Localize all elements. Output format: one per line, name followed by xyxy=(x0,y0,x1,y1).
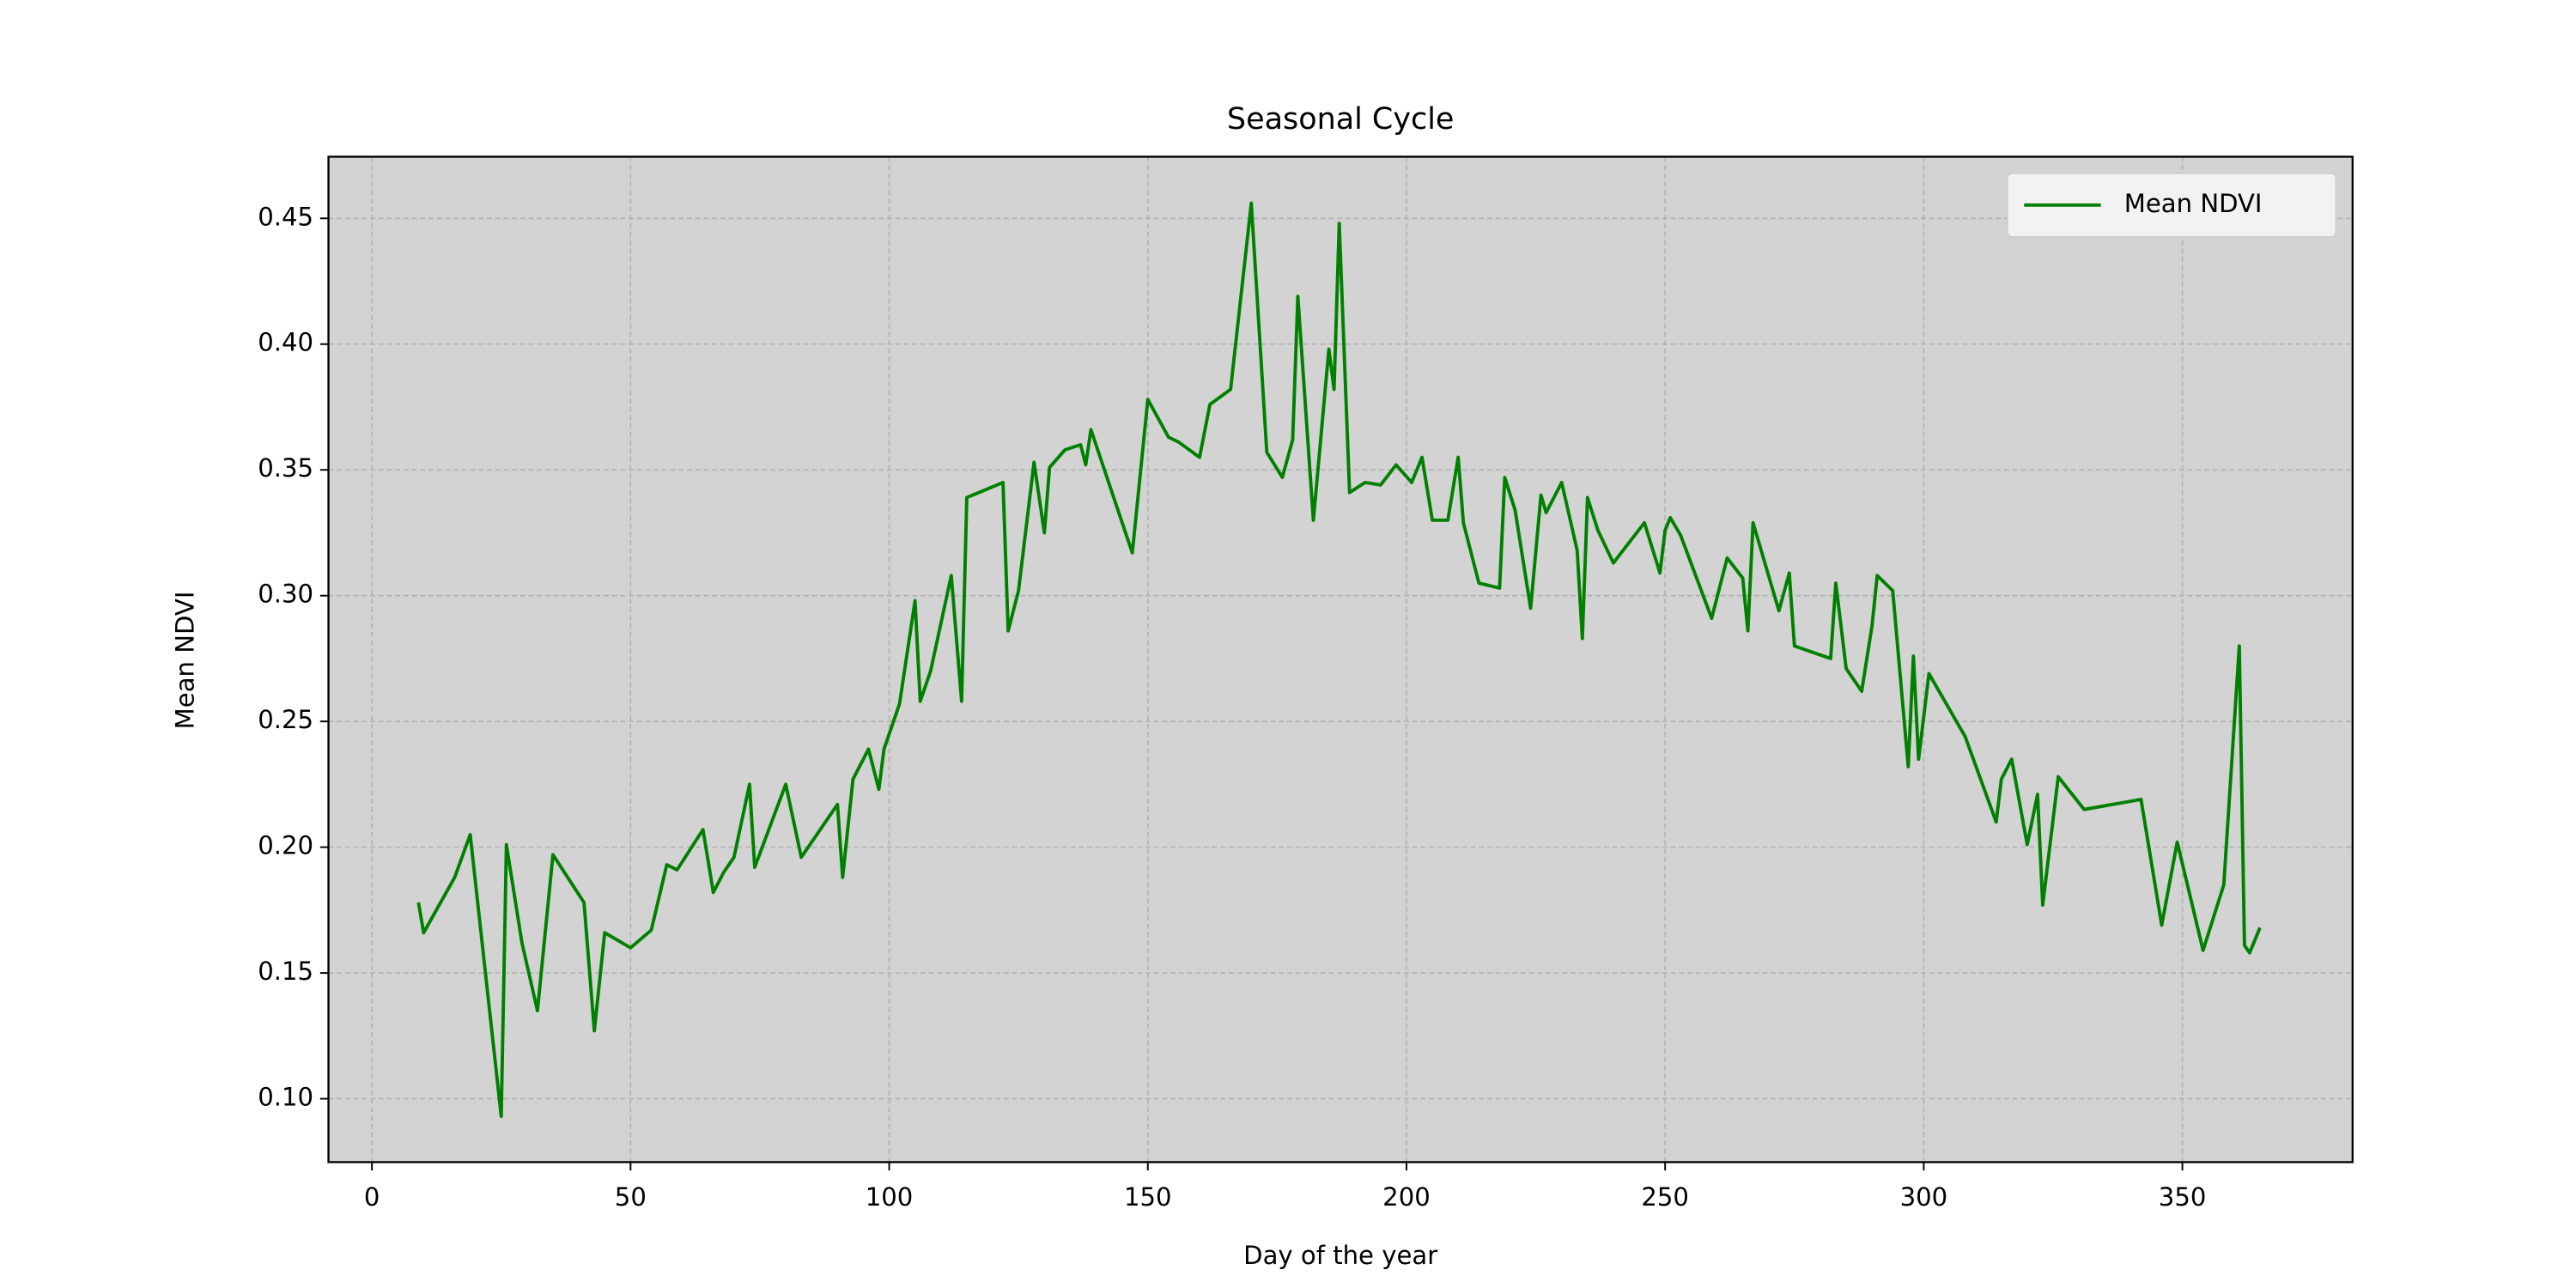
y-axis-label: Mean NDVI xyxy=(170,592,199,730)
legend: Mean NDVI xyxy=(2007,173,2337,238)
data-line xyxy=(416,201,2262,1119)
chart-title: Seasonal Cycle xyxy=(1227,102,1455,137)
y-tick-label: 0.30 xyxy=(258,580,313,609)
x-tick-label: 150 xyxy=(1124,1182,1172,1212)
y-tick-label: 0.15 xyxy=(258,957,313,986)
x-tick-label: 350 xyxy=(2159,1182,2207,1212)
y-tick-label: 0.40 xyxy=(258,328,313,357)
x-tick-label: 100 xyxy=(866,1182,914,1212)
x-axis-label: Day of the year xyxy=(1243,1241,1437,1270)
x-tick-label: 0 xyxy=(364,1182,380,1212)
plot-area xyxy=(328,156,2353,1163)
x-tick-label: 250 xyxy=(1641,1182,1689,1212)
y-tick-label: 0.10 xyxy=(258,1083,313,1112)
y-tick-label: 0.35 xyxy=(258,453,313,483)
legend-label: Mean NDVI xyxy=(2124,189,2263,218)
x-tick-label: 50 xyxy=(615,1182,647,1212)
grid xyxy=(328,156,2353,1163)
x-tick-label: 200 xyxy=(1382,1182,1431,1212)
y-tick-label: 0.25 xyxy=(258,705,313,734)
legend-box xyxy=(2007,173,2337,238)
plot-frame xyxy=(327,155,2354,1163)
y-tick-label: 0.45 xyxy=(258,202,313,231)
x-tick-label: 300 xyxy=(1900,1182,1948,1212)
y-tick-label: 0.20 xyxy=(258,831,313,860)
lines xyxy=(416,201,2262,1119)
